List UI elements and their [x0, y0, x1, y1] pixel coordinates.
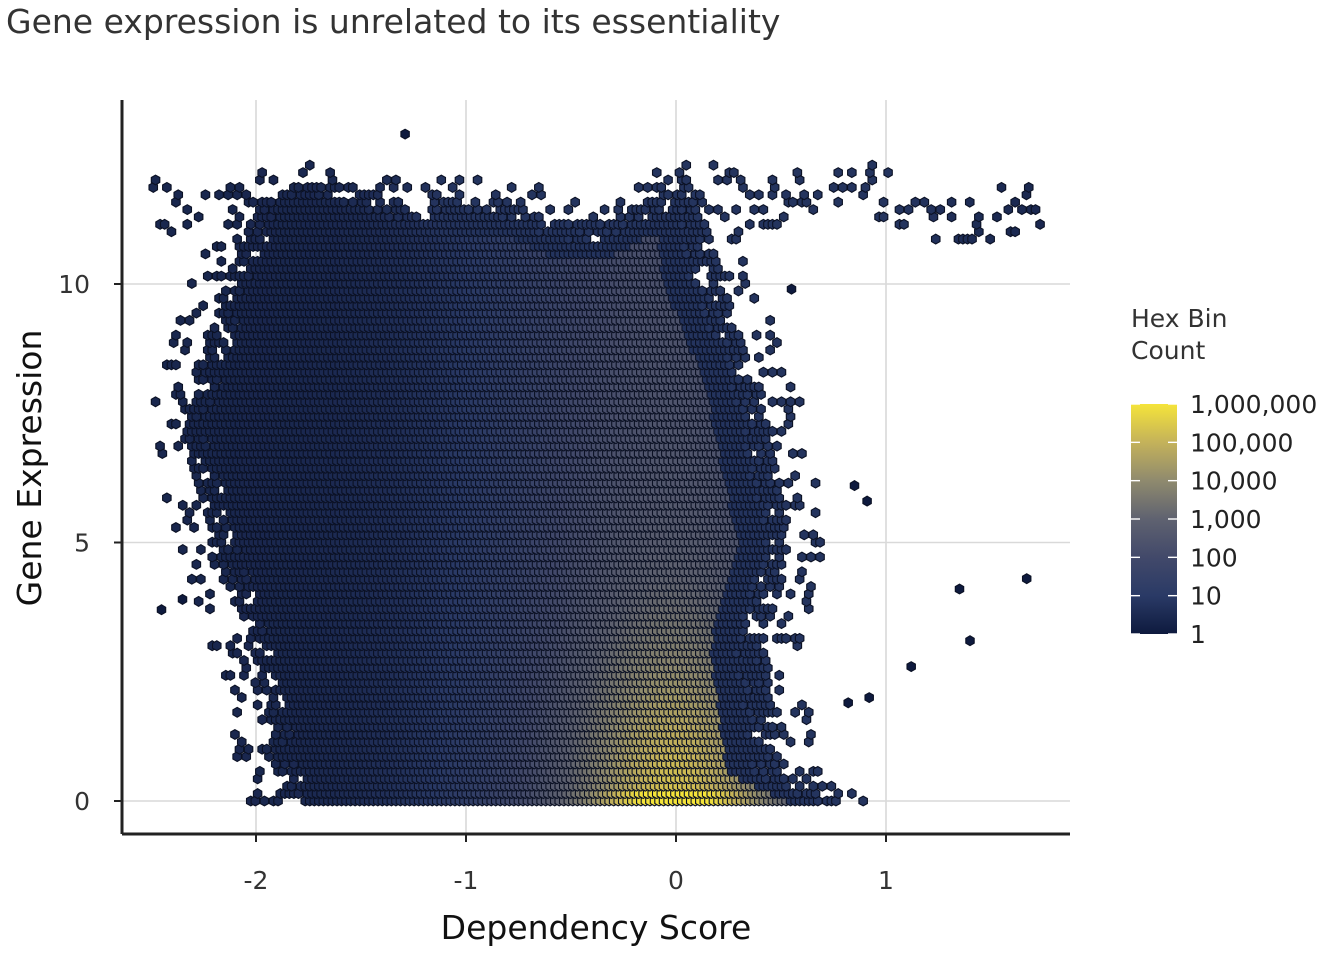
- hex-bin: [211, 521, 222, 534]
- hex-bin: [776, 573, 787, 585]
- hex-bin: [781, 544, 791, 556]
- hex-bin: [788, 773, 798, 785]
- hex-bin: [232, 706, 242, 718]
- hex-bin: [810, 507, 821, 519]
- hex-bin: [790, 706, 800, 718]
- hex-bin: [162, 492, 172, 504]
- hexbin-layer: [148, 128, 1045, 807]
- hex-bin: [205, 603, 215, 615]
- hex-bin: [794, 632, 805, 644]
- hex-bin: [794, 780, 805, 792]
- hex-bin: [754, 736, 764, 748]
- hex-bin: [218, 514, 229, 526]
- hex-bin: [808, 529, 819, 541]
- hex-bin: [207, 551, 218, 563]
- hex-bin: [255, 765, 265, 777]
- hex-bin: [778, 758, 789, 770]
- hex-bin: [833, 788, 843, 800]
- chart-title: Gene expression is unrelated to its esse…: [6, 2, 780, 41]
- hex-bin: [767, 603, 778, 615]
- hex-bin: [191, 558, 202, 570]
- hex-bin: [792, 492, 803, 504]
- hex-bin: [225, 640, 236, 652]
- hex-bin: [196, 544, 206, 556]
- hex-bin: [252, 699, 263, 711]
- hex-bin: [187, 573, 197, 585]
- hex-bin: [806, 728, 816, 741]
- hex-bin: [772, 751, 782, 763]
- hex-bin: [756, 581, 766, 593]
- hex-bin: [781, 499, 791, 511]
- hex-bin: [758, 647, 769, 659]
- hex-bin: [815, 551, 825, 563]
- hex-bin: [205, 588, 215, 600]
- hex-bin: [785, 736, 796, 748]
- hex-bin: [776, 618, 787, 630]
- hex-bin: [847, 788, 857, 800]
- hex-bin: [826, 780, 837, 792]
- hex-bin: [252, 788, 263, 800]
- hex-bin: [797, 551, 807, 563]
- hex-bin: [243, 743, 254, 755]
- hex-bin: [177, 499, 188, 511]
- hex-bin: [257, 714, 267, 726]
- hex-bin: [797, 566, 807, 578]
- hex-bin: [232, 647, 242, 659]
- hex-bin: [806, 581, 816, 593]
- hex-bin: [261, 743, 272, 755]
- hex-bin: [806, 551, 816, 563]
- hex-bin: [858, 795, 868, 807]
- hex-bin: [765, 743, 775, 755]
- hex-bin: [772, 706, 782, 718]
- hex-bin: [783, 610, 794, 622]
- hex-bin: [232, 632, 242, 644]
- hex-bin: [815, 536, 825, 548]
- hex-bin: [774, 684, 785, 696]
- hex-bin: [817, 780, 828, 792]
- hex-bin: [230, 684, 240, 696]
- hex-bin: [259, 795, 270, 807]
- hex-bin: [191, 499, 202, 511]
- hex-bin: [189, 521, 199, 534]
- hex-bin: [184, 507, 195, 519]
- hex-bin: [767, 721, 778, 733]
- hex-bin: [799, 529, 809, 541]
- hex-bin: [781, 632, 791, 644]
- hex-bin: [236, 736, 247, 748]
- hex-bin: [778, 773, 789, 785]
- hex-bin: [250, 677, 261, 689]
- hex-bin: [225, 669, 236, 681]
- hex-bin: [812, 765, 823, 777]
- hex-bin: [239, 654, 249, 667]
- hex-bin: [171, 521, 181, 534]
- hex-bin: [776, 721, 787, 733]
- hex-bin: [193, 595, 204, 607]
- hex-bin: [794, 765, 805, 777]
- hex-bin: [236, 691, 247, 704]
- hex-bin: [223, 544, 233, 556]
- hex-bin: [785, 588, 796, 600]
- hex-bin: [774, 669, 785, 681]
- hex-bin: [255, 647, 265, 659]
- hex-bin: [230, 728, 240, 741]
- hex-bin: [758, 632, 769, 644]
- hex-bin: [808, 780, 819, 792]
- hex-bin: [211, 640, 222, 652]
- hex-bin: [803, 706, 814, 718]
- hex-bin: [801, 773, 812, 785]
- hex-bin: [781, 514, 791, 526]
- hex-bin: [797, 699, 807, 711]
- hex-bin: [177, 544, 188, 556]
- hex-bin: [196, 573, 206, 585]
